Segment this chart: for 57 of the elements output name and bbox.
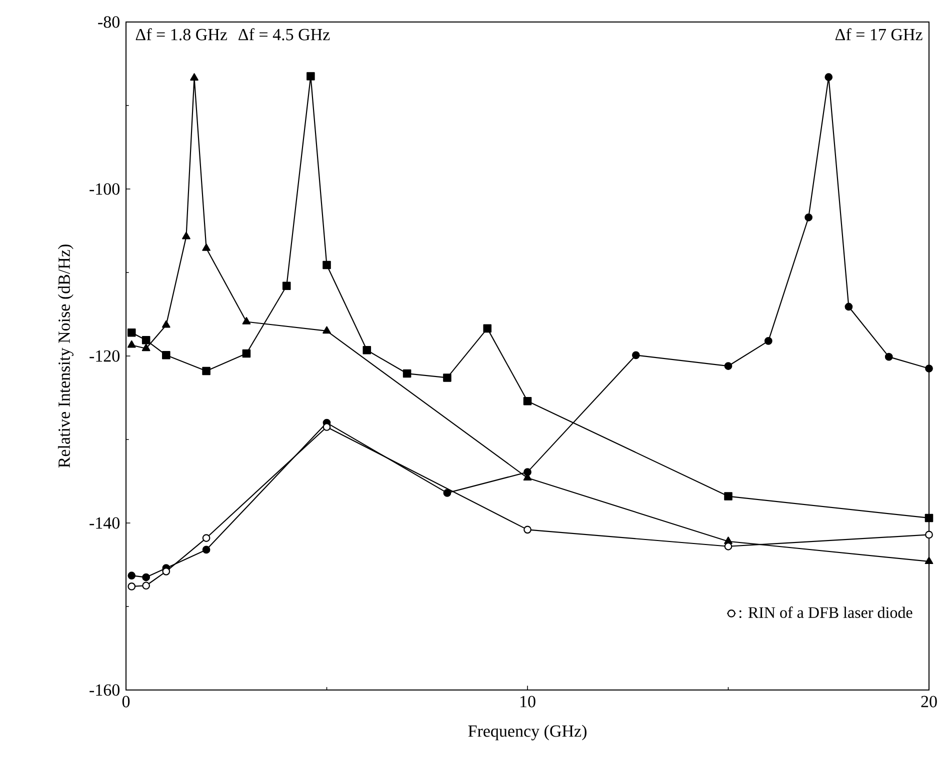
point [524,468,532,476]
x-axis-title: Frequency (GHz) [468,724,586,740]
point [162,351,170,360]
point [202,534,210,542]
point [322,260,331,270]
x-tick-label: 10 [520,696,536,708]
y-tick-label: -140 [90,517,120,529]
point [128,572,136,580]
point [443,374,452,382]
point [142,573,150,582]
point [306,72,315,80]
point [162,320,170,328]
point [202,546,210,554]
y-tick-label: -80 [98,16,120,28]
point [362,346,372,354]
point [844,302,853,311]
point [202,366,210,376]
point [925,530,933,539]
point [764,337,772,345]
point [524,526,532,534]
point [127,340,136,348]
point [924,514,934,522]
point [182,232,190,240]
annotation: Δf = 1.8 GHz [136,28,228,40]
annotation: Δf = 17 GHz [835,28,922,40]
point [523,396,532,406]
y-tick-label: -100 [90,183,120,195]
point [443,489,452,497]
y-axis-title: Relative Intensity Noise (dB/Hz) [58,244,74,468]
point [128,582,136,590]
point [884,352,893,361]
point [724,362,732,370]
legend-label: : RIN of a DFB laser diode [739,606,912,618]
point [824,73,833,82]
point [127,328,136,337]
point [190,73,198,81]
point [242,349,251,358]
y-tick-label: -120 [90,350,120,362]
point [282,282,291,290]
x-tick-label: 0 [122,696,130,708]
point [925,364,933,372]
point [402,369,412,378]
x-tick-label: 20 [921,696,937,708]
point [142,344,150,352]
point [632,351,640,360]
annotation: Δf = 4.5 GHz [238,28,330,40]
point [322,326,331,334]
point [242,317,251,324]
point [924,556,934,564]
point [142,582,150,590]
point [322,423,331,431]
point [724,492,732,500]
point [804,213,812,222]
point [202,244,210,251]
point [142,336,150,344]
point [483,324,492,333]
y-tick-label: -160 [90,684,120,696]
